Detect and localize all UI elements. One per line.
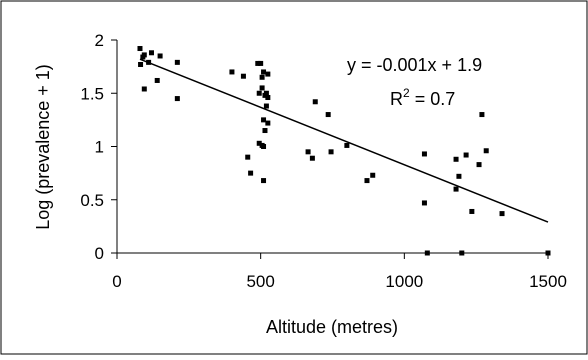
data-point bbox=[146, 59, 152, 65]
data-point bbox=[141, 86, 147, 92]
data-point bbox=[364, 178, 370, 184]
data-point bbox=[309, 155, 315, 161]
y-tick-label: 1 bbox=[95, 138, 104, 157]
data-point bbox=[263, 103, 269, 109]
data-point bbox=[261, 69, 267, 75]
trendline bbox=[139, 58, 549, 223]
y-axis-label: Log (prevalence + 1) bbox=[33, 64, 53, 230]
data-point bbox=[174, 96, 180, 102]
data-point bbox=[256, 90, 262, 96]
x-tick-label: 1500 bbox=[529, 272, 567, 291]
data-point bbox=[499, 211, 505, 217]
data-point bbox=[483, 148, 489, 154]
data-point bbox=[328, 149, 334, 155]
data-point bbox=[469, 208, 475, 214]
trendline-equation: y = -0.001x + 1.9 bbox=[347, 55, 482, 75]
data-point bbox=[545, 250, 551, 256]
data-point bbox=[479, 112, 485, 118]
x-axis-label: Altitude (metres) bbox=[266, 317, 398, 337]
data-point bbox=[248, 170, 254, 176]
data-point bbox=[453, 186, 459, 192]
data-point bbox=[141, 52, 147, 58]
data-point bbox=[476, 162, 482, 168]
y-tick-label: 0 bbox=[95, 244, 104, 263]
data-point bbox=[240, 73, 246, 79]
data-point bbox=[265, 95, 271, 101]
data-point bbox=[148, 50, 154, 56]
data-point bbox=[138, 61, 144, 67]
data-point bbox=[265, 120, 271, 126]
data-point bbox=[259, 74, 265, 80]
data-point bbox=[174, 59, 180, 65]
r-squared-symbol: R bbox=[390, 89, 403, 109]
data-point bbox=[255, 60, 261, 66]
x-tick-label: 1000 bbox=[385, 272, 423, 291]
x-tick-label: 0 bbox=[112, 272, 121, 291]
data-point bbox=[456, 173, 462, 179]
y-tick-label: 1.5 bbox=[80, 84, 104, 103]
data-point bbox=[305, 149, 311, 155]
data-point bbox=[459, 250, 465, 256]
data-point bbox=[157, 53, 163, 59]
data-point bbox=[421, 200, 427, 206]
data-point bbox=[245, 154, 251, 160]
data-point bbox=[424, 250, 430, 256]
y-tick-label: 2 bbox=[95, 31, 104, 50]
data-point bbox=[370, 172, 376, 178]
r-squared-exponent: 2 bbox=[403, 86, 410, 100]
r-squared-value: = 0.7 bbox=[410, 89, 456, 109]
data-point bbox=[265, 71, 271, 77]
data-point bbox=[261, 178, 267, 184]
data-point bbox=[453, 156, 459, 162]
data-point bbox=[258, 60, 264, 66]
data-point bbox=[229, 69, 235, 75]
data-point bbox=[325, 112, 331, 118]
x-tick-label: 500 bbox=[246, 272, 274, 291]
plot-area: 0 0.5 1 1.5 2 0 500 1000 1500 bbox=[80, 31, 567, 291]
data-point bbox=[344, 142, 350, 148]
r-squared-annotation: R2 = 0.7 bbox=[390, 86, 455, 109]
data-point bbox=[154, 77, 160, 83]
data-point bbox=[261, 144, 267, 149]
data-point bbox=[463, 152, 469, 158]
data-point bbox=[262, 128, 268, 134]
data-point bbox=[256, 140, 262, 146]
data-point bbox=[421, 151, 427, 157]
y-tick-label: 0.5 bbox=[80, 191, 104, 210]
data-point bbox=[137, 46, 143, 52]
data-point bbox=[261, 117, 267, 123]
data-point bbox=[263, 90, 269, 96]
data-point bbox=[259, 85, 265, 91]
data-point bbox=[312, 99, 318, 105]
